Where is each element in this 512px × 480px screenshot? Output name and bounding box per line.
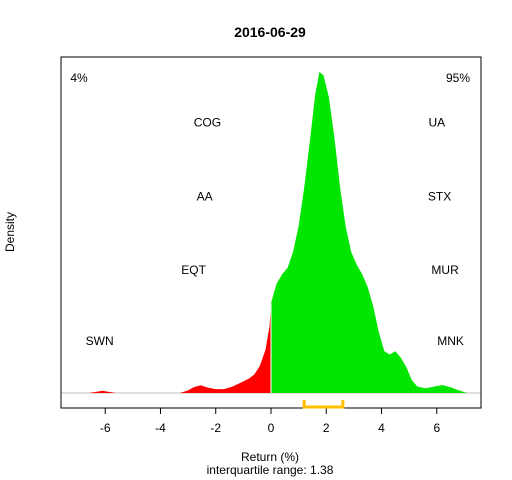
pct-positive-label: 95%: [446, 71, 470, 85]
x-tick-label: 2: [323, 421, 330, 435]
pct-negative-label: 4%: [70, 71, 88, 85]
x-tick-label: -4: [155, 421, 166, 435]
negative-return-area: [88, 303, 271, 393]
ticker-label: UA: [428, 116, 445, 130]
x-tick-label: 4: [378, 421, 385, 435]
ticker-label: MUR: [431, 263, 459, 277]
ticker-label: AA: [197, 189, 213, 203]
positive-return-area: [271, 72, 468, 393]
x-tick-label: 6: [433, 421, 440, 435]
x-tick-label: -6: [100, 421, 111, 435]
chart-title: 2016-06-29: [234, 24, 306, 40]
ticker-label: SWN: [86, 334, 114, 348]
ticker-label: STX: [428, 189, 451, 203]
ticker-label: COG: [194, 116, 221, 130]
ticker-label: MNK: [437, 334, 464, 348]
plot-area: -6 -4 -2 0 2 4 6 SWN EQT AA COG MNK MUR STX UA: [60, 56, 482, 435]
iqr-subtitle: interquartile range: 1.38: [207, 463, 334, 477]
ticker-label: EQT: [181, 263, 206, 277]
x-tick-label: 0: [268, 421, 275, 435]
x-axis-label: Return (%): [241, 450, 299, 464]
y-axis-label: Density: [3, 212, 17, 252]
x-tick-label: -2: [210, 421, 221, 435]
iqr-bracket: [302, 400, 345, 409]
